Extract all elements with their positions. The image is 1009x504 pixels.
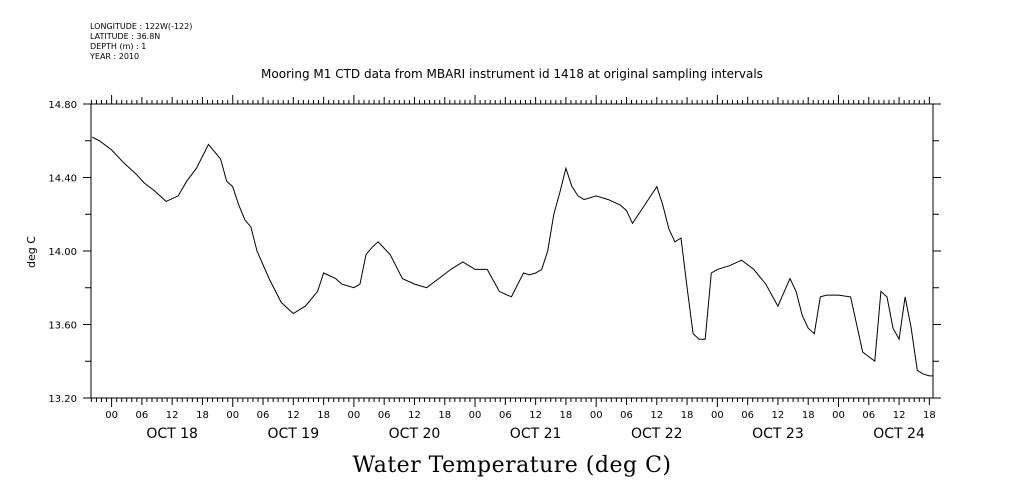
x-hour-label: 18 (438, 410, 451, 421)
x-hour-label: 12 (529, 410, 542, 421)
x-hour-label: 06 (499, 410, 512, 421)
x-axis-label: Water Temperature (deg C) (352, 453, 672, 478)
depth-text: DEPTH (m) : 1 (90, 42, 147, 51)
year-text: YEAR : 2010 (90, 52, 140, 61)
x-hour-label: 00 (711, 410, 724, 421)
x-hour-label: 06 (620, 410, 633, 421)
x-hour-label: 18 (317, 410, 330, 421)
x-hour-label: 18 (560, 410, 573, 421)
x-day-label: OCT 20 (389, 426, 441, 442)
y-tick-label: 14.00 (48, 247, 77, 258)
x-day-label: OCT 22 (631, 426, 683, 442)
x-day-label: OCT 24 (873, 426, 925, 442)
x-hour-label: 00 (226, 410, 239, 421)
x-day-label: OCT 23 (752, 426, 804, 442)
x-hour-label: 18 (923, 410, 936, 421)
x-day-label: OCT 18 (146, 426, 198, 442)
x-hour-label: 12 (772, 410, 785, 421)
x-day-label: OCT 19 (268, 426, 320, 442)
chart-title: Mooring M1 CTD data from MBARI instrumen… (261, 67, 763, 81)
x-hour-label: 18 (196, 410, 209, 421)
y-tick-label: 13.60 (48, 321, 77, 332)
x-hour-label: 06 (378, 410, 391, 421)
x-hour-label: 12 (893, 410, 906, 421)
y-axis-label: deg C (25, 236, 38, 268)
x-hour-label: 00 (348, 410, 361, 421)
x-hour-label: 12 (408, 410, 421, 421)
x-hour-label: 00 (590, 410, 603, 421)
series-line (91, 136, 933, 377)
x-hour-label: 12 (650, 410, 663, 421)
y-tick-label: 14.40 (48, 174, 77, 185)
x-axis: 00 06 12 18 00 06 12 18 00 06 12 18 00 06 12 18 00 06 12 18… (90, 95, 936, 442)
y-axis: 14.80 14.40 14.00 13.60 13.20 (48, 100, 941, 405)
x-hour-label: 06 (741, 410, 754, 421)
x-hour-label: 00 (105, 410, 118, 421)
latitude-text: LATITUDE : 36.8N (90, 32, 161, 41)
x-hour-label: 12 (166, 410, 179, 421)
y-tick-label: 13.20 (48, 394, 77, 405)
x-hour-label: 18 (802, 410, 815, 421)
x-hour-label: 18 (681, 410, 694, 421)
plot-frame (90, 103, 934, 399)
longitude-text: LONGITUDE : 122W(-122) (90, 22, 193, 31)
x-hour-label: 06 (257, 410, 270, 421)
x-hour-label: 00 (832, 410, 845, 421)
x-hour-label: 06 (862, 410, 875, 421)
x-day-label: OCT 21 (510, 426, 562, 442)
x-hour-label: 12 (287, 410, 300, 421)
x-hour-label: 00 (469, 410, 482, 421)
metadata-block: LONGITUDE : 122W(-122) LATITUDE : 36.8N … (90, 22, 192, 62)
y-tick-label: 14.80 (48, 100, 77, 111)
x-hour-label: 06 (136, 410, 149, 421)
